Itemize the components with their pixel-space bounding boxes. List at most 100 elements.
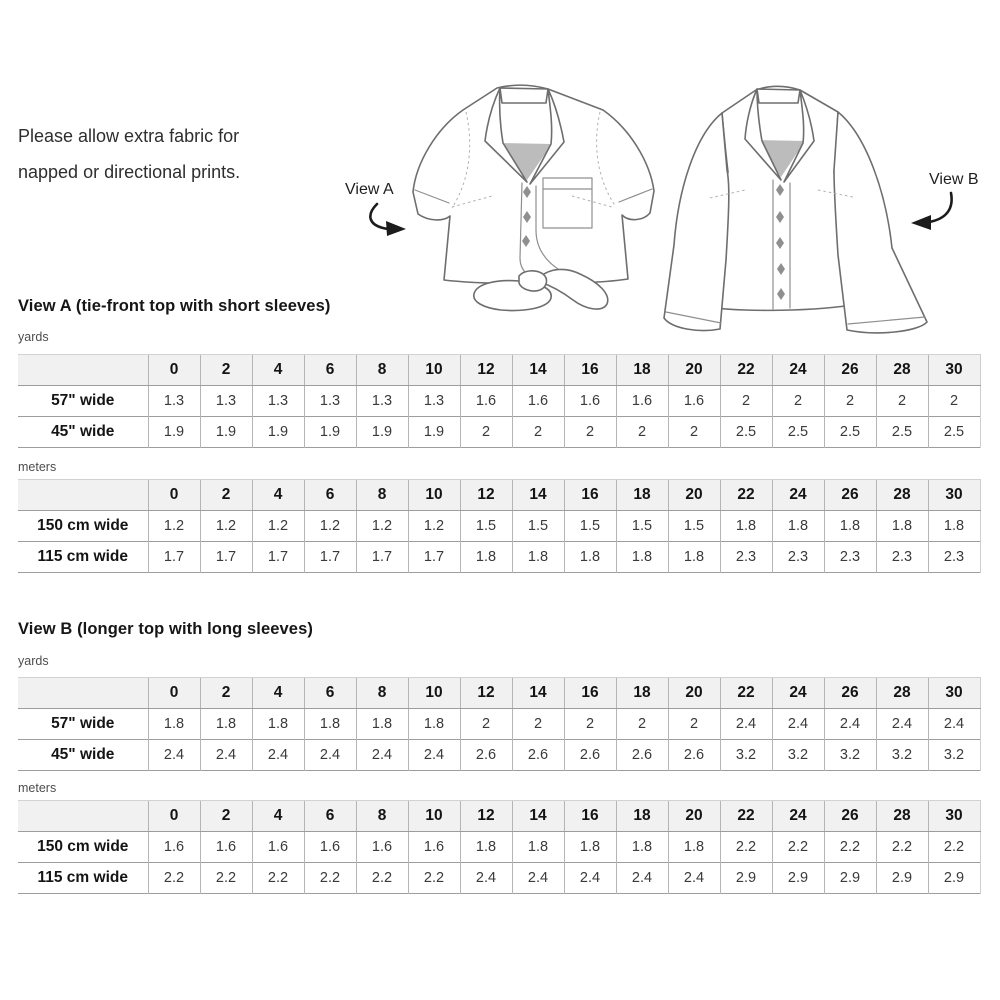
view-a-right-dart	[571, 195, 613, 208]
size-header-cell: 4	[251, 800, 304, 832]
yardage-value-cell: 1.2	[147, 510, 200, 542]
yardage-value-cell: 2.9	[823, 862, 876, 894]
size-header-cell: 26	[823, 354, 876, 386]
yardage-value-cell: 1.6	[355, 831, 408, 863]
yardage-value-cell: 2.4	[875, 708, 928, 740]
yardage-value-cell: 1.8	[667, 831, 720, 863]
view-b-right-cuff-line	[847, 316, 926, 325]
size-header-cell: 16	[563, 800, 616, 832]
size-header-cell: 0	[147, 677, 200, 709]
yardage-value-cell: 1.8	[251, 708, 304, 740]
yardage-value-cell: 2.4	[199, 739, 252, 771]
yardage-value-cell: 2.6	[667, 739, 720, 771]
yardage-value-cell: 2.4	[303, 739, 356, 771]
size-header-cell: 14	[511, 354, 564, 386]
yardage-value-cell: 1.8	[147, 708, 200, 740]
yardage-value-cell: 1.3	[251, 385, 304, 417]
yardage-value-cell: 1.7	[407, 541, 460, 573]
fabric-requirement-row: 115 cm wide 1.7 1.7 1.7 1.7 1.7 1.7 1.8 1.8 1.8 1.…	[18, 541, 981, 573]
yardage-value-cell: 2	[615, 708, 668, 740]
view-a-arrow-icon	[369, 202, 406, 236]
size-header-cell: 18	[615, 677, 668, 709]
yardage-value-cell: 1.8	[875, 510, 928, 542]
yardage-value-cell: 1.6	[199, 831, 252, 863]
size-header-cell: 6	[303, 354, 356, 386]
yardage-value-cell: 2.5	[771, 416, 824, 448]
yardage-value-cell: 1.2	[303, 510, 356, 542]
view-b-collar-inset	[758, 140, 805, 177]
yardage-value-cell: 3.2	[927, 739, 981, 771]
yardage-value-cell: 3.2	[875, 739, 928, 771]
yardage-value-cell: 3.2	[823, 739, 876, 771]
yardage-value-cell: 2.2	[303, 862, 356, 894]
size-header-cell: 0	[147, 479, 200, 511]
view-b-back-collar	[756, 88, 801, 104]
view-a-left-dart	[451, 195, 493, 208]
yardage-value-cell: 2.2	[719, 831, 772, 863]
yardage-value-cell: 1.7	[303, 541, 356, 573]
size-header-cell: 28	[875, 800, 928, 832]
size-header-cell: 30	[927, 354, 981, 386]
view-a-section-heading: View A (tie-front top with short sleeves…	[18, 297, 331, 315]
yardage-value-cell: 1.6	[407, 831, 460, 863]
view-a-left-cuff-line	[414, 189, 450, 204]
size-header-cell: 22	[719, 479, 772, 511]
yardage-value-cell: 1.9	[407, 416, 460, 448]
yardage-value-cell: 2	[719, 385, 772, 417]
size-header-cell: 26	[823, 800, 876, 832]
fabric-requirement-row: 57" wide 1.3 1.3 1.3 1.3 1.3 1.3 1.6 1.6 1.6 1.6 1.…	[18, 385, 981, 417]
yardage-value-cell: 1.8	[823, 510, 876, 542]
yardage-value-cell: 2	[823, 385, 876, 417]
size-header-cell: 10	[407, 479, 460, 511]
size-header-cell: 0	[147, 800, 200, 832]
yardage-value-cell: 2	[511, 708, 564, 740]
size-header-cell: 12	[459, 677, 512, 709]
yardage-value-cell: 1.6	[563, 385, 616, 417]
yardage-value-cell: 1.8	[511, 541, 564, 573]
corner-cell	[18, 354, 148, 386]
size-header-cell: 10	[407, 354, 460, 386]
yardage-value-cell: 2	[459, 416, 512, 448]
yardage-value-cell: 2	[459, 708, 512, 740]
yardage-value-cell: 2.4	[147, 739, 200, 771]
yardage-value-cell: 1.6	[303, 831, 356, 863]
view-a-left-armhole-seam	[451, 111, 471, 209]
yardage-value-cell: 1.9	[355, 416, 408, 448]
yardage-value-cell: 2.3	[927, 541, 981, 573]
yardage-value-cell: 2.2	[355, 862, 408, 894]
yardage-value-cell: 2.4	[615, 862, 668, 894]
yardage-value-cell: 2	[927, 385, 981, 417]
view-a-left-lapel	[484, 87, 528, 183]
corner-cell	[18, 479, 148, 511]
unit-label-meters: meters	[18, 460, 57, 474]
size-header-cell: 18	[615, 800, 668, 832]
size-header-row: 0 2 4 6 8 10 12 14 16 18 20 22 24 26 28 30	[18, 800, 981, 832]
size-header-cell: 8	[355, 479, 408, 511]
view-a-yards-table: 0 2 4 6 8 10 12 14 16 18 20 22 24 26 28 30 57" wide 1.3 1.…	[18, 354, 981, 448]
yardage-value-cell: 2.9	[927, 862, 981, 894]
size-header-cell: 20	[667, 800, 720, 832]
size-header-row: 0 2 4 6 8 10 12 14 16 18 20 22 24 26 28 30	[18, 354, 981, 386]
yardage-value-cell: 1.3	[303, 385, 356, 417]
yardage-value-cell: 1.9	[199, 416, 252, 448]
view-b-buttons	[776, 184, 785, 300]
view-b-left-lapel	[744, 88, 782, 181]
yardage-value-cell: 2.2	[147, 862, 200, 894]
size-header-cell: 20	[667, 479, 720, 511]
size-header-cell: 20	[667, 677, 720, 709]
yardage-value-cell: 3.2	[719, 739, 772, 771]
size-header-cell: 22	[719, 800, 772, 832]
yardage-value-cell: 1.6	[251, 831, 304, 863]
size-header-cell: 14	[511, 800, 564, 832]
yardage-value-cell: 2.2	[251, 862, 304, 894]
yardage-value-cell: 1.6	[459, 385, 512, 417]
yardage-value-cell: 2.2	[875, 831, 928, 863]
yardage-value-cell: 1.6	[511, 385, 564, 417]
yardage-value-cell: 1.5	[511, 510, 564, 542]
yardage-value-cell: 1.8	[459, 541, 512, 573]
view-b-section-heading: View B (longer top with long sleeves)	[18, 620, 313, 638]
yardage-value-cell: 2.9	[875, 862, 928, 894]
size-header-cell: 2	[199, 354, 252, 386]
size-header-cell: 4	[251, 479, 304, 511]
fabric-requirement-row: 115 cm wide 2.2 2.2 2.2 2.2 2.2 2.2 2.4 2.4 2.4 2.…	[18, 862, 981, 894]
